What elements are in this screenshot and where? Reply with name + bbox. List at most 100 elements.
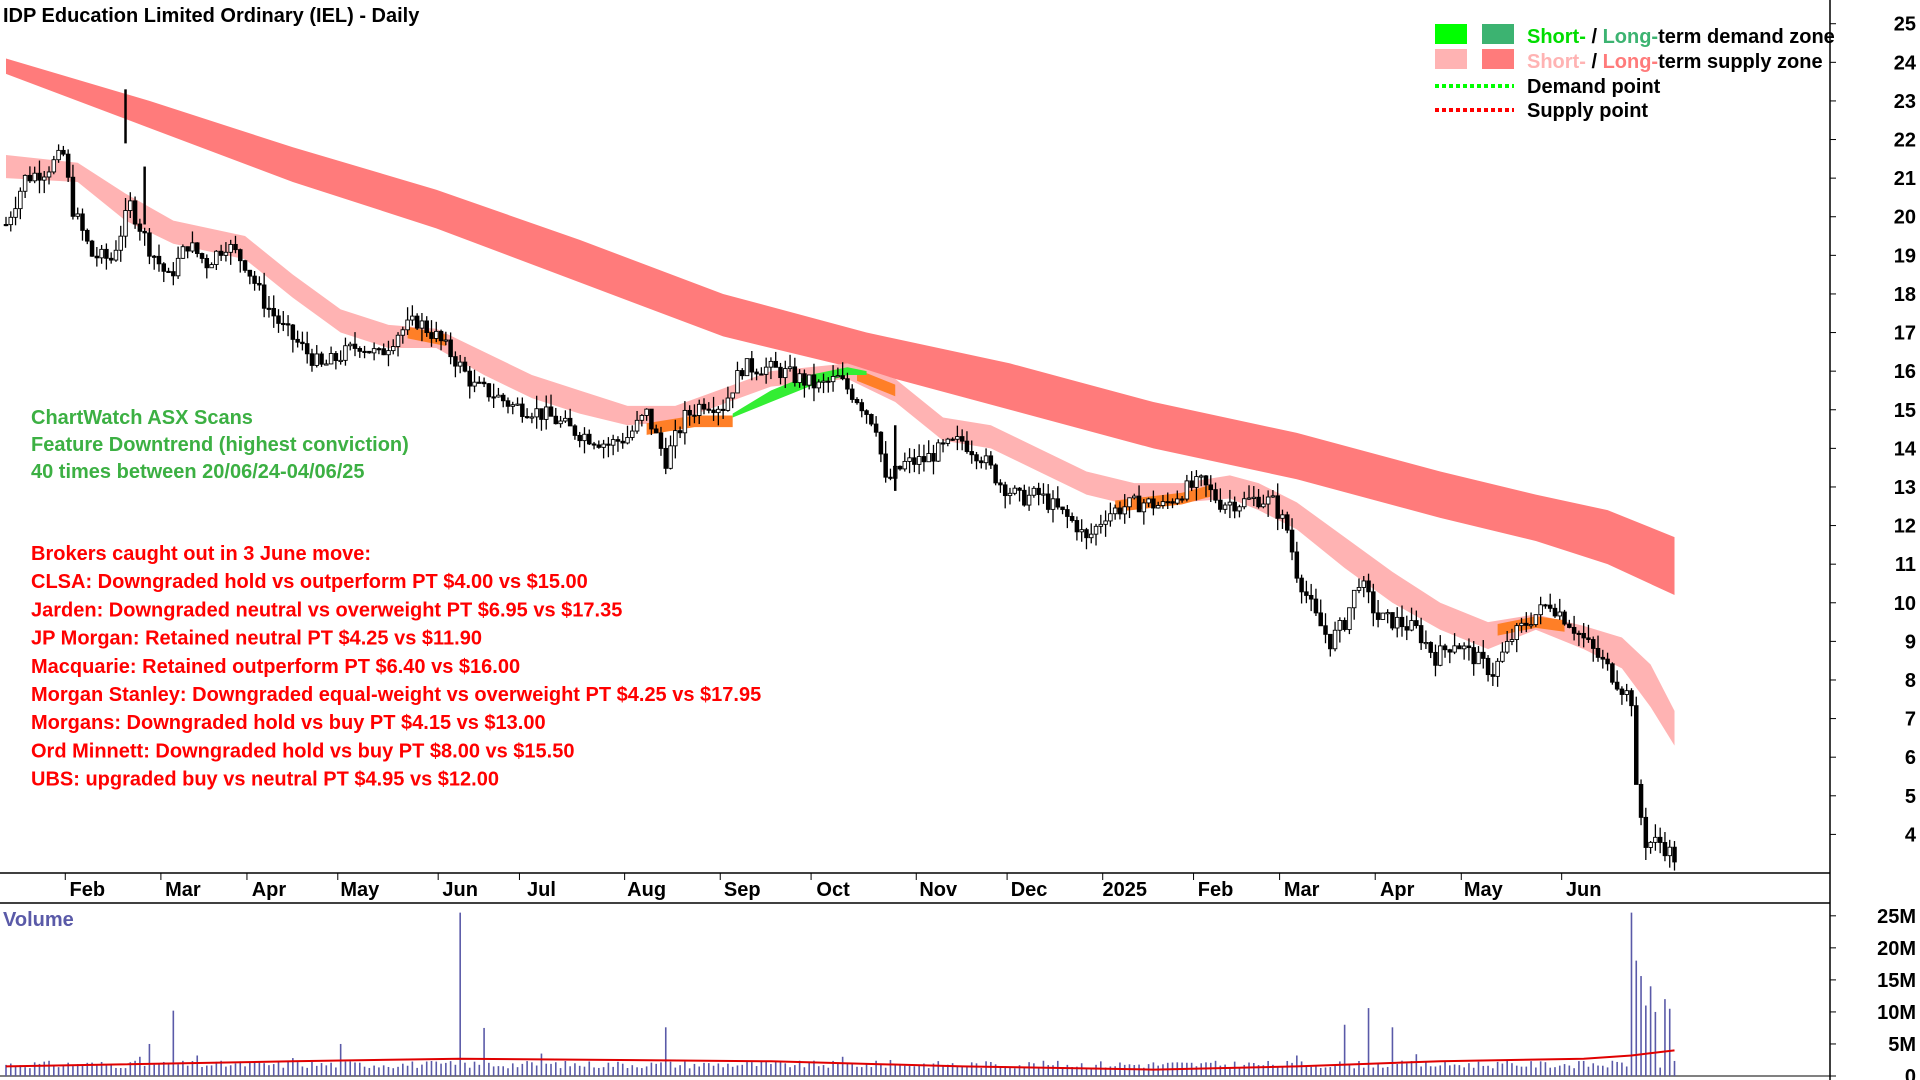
price-candle xyxy=(1323,613,1328,644)
price-candle xyxy=(381,343,386,356)
price-candle xyxy=(46,166,52,185)
price-tick-label: 16 xyxy=(1894,361,1916,383)
price-candle xyxy=(1576,630,1582,647)
price-candle xyxy=(8,211,14,232)
price-candle xyxy=(1136,485,1142,513)
price-candle xyxy=(1347,607,1352,635)
price-candle xyxy=(735,361,740,394)
price-candle xyxy=(1595,635,1601,662)
price-candle xyxy=(1079,519,1084,542)
price-candle xyxy=(238,248,243,273)
price-candle xyxy=(859,398,865,418)
price-candle xyxy=(228,239,233,265)
price-candle xyxy=(438,329,444,351)
price-candle xyxy=(151,254,157,270)
price-candle xyxy=(806,374,812,390)
scan-note: ChartWatch ASX Scans Feature Downtrend (h… xyxy=(31,407,409,483)
price-candle xyxy=(1399,605,1405,637)
price-candle xyxy=(429,320,434,347)
date-tick-label: Apr xyxy=(1380,879,1415,901)
price-candle xyxy=(1294,541,1300,583)
price-candle xyxy=(582,427,587,454)
price-tick-label: 24 xyxy=(1894,52,1917,74)
price-candle xyxy=(137,218,143,241)
price-candle xyxy=(897,465,903,471)
price-candle xyxy=(716,406,721,426)
price-candle xyxy=(352,332,358,357)
price-candle xyxy=(1390,612,1395,631)
price-tick-label: 17 xyxy=(1894,323,1916,345)
legend-swatch-short xyxy=(1435,24,1467,44)
price-candle xyxy=(1031,486,1037,498)
price-candle xyxy=(1409,607,1414,632)
price-candle xyxy=(577,431,582,448)
price-candle xyxy=(56,144,61,163)
price-candle xyxy=(443,331,449,346)
price-candle xyxy=(888,468,893,481)
price-candle xyxy=(214,250,219,270)
price-candle xyxy=(1504,630,1510,654)
price-candle xyxy=(1394,607,1400,638)
price-candle xyxy=(118,225,123,262)
price-candle xyxy=(974,451,979,470)
price-candle xyxy=(1533,614,1539,627)
price-candle xyxy=(649,408,654,436)
legend-row: Short- / Long-term demand zone xyxy=(1435,24,1835,48)
price-candle xyxy=(1146,497,1151,508)
price-candle xyxy=(166,267,171,273)
price-candle xyxy=(797,369,802,388)
price-candle xyxy=(520,397,525,423)
price-tick-label: 21 xyxy=(1894,168,1916,190)
price-candle xyxy=(639,414,645,427)
price-candle xyxy=(534,395,539,429)
price-candle xyxy=(1619,686,1625,705)
price-candle xyxy=(1036,482,1041,506)
price-candle xyxy=(696,399,702,425)
price-candle xyxy=(1007,487,1013,505)
legend-row: Supply point xyxy=(1435,100,1648,122)
price-candle xyxy=(931,444,936,475)
price-candle xyxy=(610,434,616,456)
price-candle xyxy=(979,456,984,469)
price-candle xyxy=(1481,640,1486,669)
broker-note-line: Morgans: Downgraded hold vs buy PT $4.15… xyxy=(31,712,546,734)
price-candle xyxy=(1356,578,1362,594)
price-candle xyxy=(328,346,334,365)
price-candle xyxy=(759,367,764,376)
price-candle xyxy=(80,208,85,241)
price-candle xyxy=(1165,492,1170,509)
price-candle xyxy=(104,243,109,270)
price-candle xyxy=(959,429,965,451)
price-candle xyxy=(1332,621,1338,652)
price-candle xyxy=(1122,494,1127,524)
price-candle xyxy=(400,326,406,344)
price-candle xyxy=(1055,486,1061,510)
date-tick-label: Nov xyxy=(919,879,958,901)
price-candle xyxy=(1366,573,1371,604)
price-candle xyxy=(1179,496,1185,503)
price-candle xyxy=(773,351,778,368)
price-candle xyxy=(309,348,315,372)
price-candle xyxy=(123,198,128,248)
price-candle xyxy=(993,463,998,486)
date-tick-label: Oct xyxy=(816,879,850,901)
broker-note-line: Morgan Stanley: Downgraded equal-weight … xyxy=(31,684,761,706)
price-candle xyxy=(18,187,23,220)
price-candle xyxy=(524,408,530,419)
price-candle xyxy=(1069,512,1075,523)
price-candle xyxy=(1170,498,1175,509)
price-candle xyxy=(587,429,592,446)
price-candle xyxy=(1304,580,1309,604)
legend-row: Demand point xyxy=(1435,76,1661,98)
price-candle xyxy=(1423,630,1429,649)
price-candle xyxy=(276,309,281,333)
price-candle xyxy=(1428,641,1433,659)
price-candle xyxy=(1375,600,1381,628)
price-candle xyxy=(763,357,769,384)
price-candle xyxy=(300,331,305,351)
price-candle xyxy=(1485,655,1491,682)
price-candle xyxy=(802,369,807,398)
price-candle xyxy=(343,337,348,366)
price-candle xyxy=(108,252,114,264)
